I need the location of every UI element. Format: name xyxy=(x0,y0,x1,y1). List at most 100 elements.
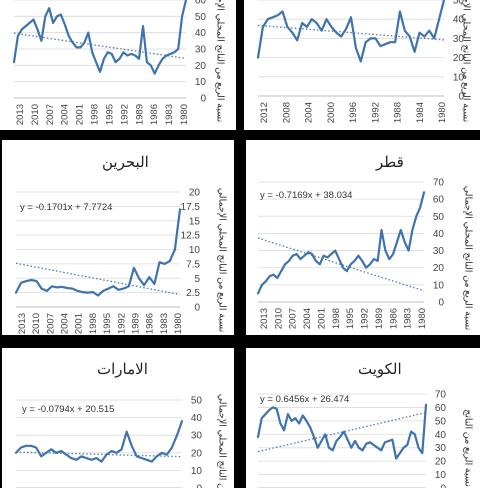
x-tick-label: 1989 xyxy=(374,308,385,329)
x-tick-label: 1995 xyxy=(104,104,115,125)
y-tick-label: 20 xyxy=(191,448,203,459)
y-tick-label: 10 xyxy=(189,245,201,256)
y-tick-label: 70 xyxy=(435,390,447,401)
y-tick-label: 10 xyxy=(191,466,203,477)
trendline xyxy=(258,413,426,452)
y-tick-label: 20 xyxy=(435,457,447,468)
trendline-equation: y = 0.6456x + 26.474 xyxy=(260,394,349,405)
x-tick-label: 1992 xyxy=(360,308,371,329)
x-tick-label: 1986 xyxy=(388,308,399,329)
x-tick-label: 1998 xyxy=(90,104,101,125)
x-tick-label: 1980 xyxy=(173,313,184,334)
x-tick-label: 1996 xyxy=(348,102,359,123)
x-tick-label: 1989 xyxy=(134,104,145,125)
y-tick-label: 70 xyxy=(433,178,445,189)
y-tick-label: 50 xyxy=(195,12,207,23)
y-tick-label: 30 xyxy=(433,246,445,257)
x-tick-label: 2001 xyxy=(74,313,85,334)
x-tick-label: 1986 xyxy=(149,104,160,125)
x-tick-label: 1986 xyxy=(145,313,156,334)
y-tick-label: 2.5 xyxy=(186,288,200,299)
x-tick-label: 1995 xyxy=(345,308,356,329)
y-axis-label: نسبة الريع من الناتج المحلي الإجمالي xyxy=(463,186,474,331)
y-axis-label: نسبة الريع من الناتج المحلي الإجمالي xyxy=(217,394,228,488)
x-tick-label: 2010 xyxy=(31,313,42,334)
y-tick-label: 40 xyxy=(435,430,447,441)
y-tick-label: 50 xyxy=(191,396,203,407)
y-tick-label: 30 xyxy=(195,45,207,56)
y-tick-label: 15 xyxy=(189,216,201,227)
y-tick-label: 40 xyxy=(433,229,445,240)
y-tick-label: 0 xyxy=(194,303,200,314)
trendline xyxy=(258,25,444,40)
x-tick-label: 2010 xyxy=(273,308,284,329)
x-tick-label: 1983 xyxy=(159,313,170,334)
y-axis-label: نسبة الريع من الناتج المحلي الإجمالي xyxy=(215,0,226,122)
trendline-equation: y = -0.0794x + 20.515 xyxy=(22,404,114,415)
x-tick-label: 2000 xyxy=(326,102,337,123)
x-tick-label: 1992 xyxy=(119,104,130,125)
x-tick-label: 1980 xyxy=(179,104,190,125)
y-tick-label: 12.5 xyxy=(181,231,201,242)
y-tick-label: 10 xyxy=(435,470,447,481)
x-tick-label: 1980 xyxy=(417,308,428,329)
trendline-equation: y = -0.1701x + 7.7724 xyxy=(20,202,112,213)
x-tick-label: 1992 xyxy=(370,102,381,123)
y-tick-label: 60 xyxy=(433,195,445,206)
y-tick-label: 0 xyxy=(196,484,202,488)
x-tick-label: 2001 xyxy=(316,308,327,329)
x-tick-label: 2012 xyxy=(259,102,270,123)
y-tick-label: 40 xyxy=(195,28,207,39)
y-tick-label: 30 xyxy=(435,443,447,454)
y-tick-label: 5 xyxy=(194,274,200,285)
x-tick-label: 1983 xyxy=(403,308,414,329)
x-tick-label: 1980 xyxy=(437,102,448,123)
x-tick-label: 1988 xyxy=(393,102,404,123)
x-tick-label: 2010 xyxy=(30,104,41,125)
y-tick-label: 20 xyxy=(195,61,207,72)
x-tick-label: 2004 xyxy=(60,104,71,125)
series-line xyxy=(16,421,182,462)
x-tick-label: 2007 xyxy=(288,308,299,329)
x-tick-label: 2007 xyxy=(45,313,56,334)
y-tick-label: 20 xyxy=(433,263,445,274)
series-line xyxy=(258,192,424,293)
y-tick-label: 50 xyxy=(433,212,445,223)
x-tick-label: 1983 xyxy=(164,104,175,125)
x-tick-label: 1989 xyxy=(130,313,141,334)
x-tick-label: 2013 xyxy=(15,104,26,125)
y-axis-label: نسبة الريع من الناتج المحلي الإجمالي xyxy=(217,188,228,333)
y-tick-label: 40 xyxy=(191,413,203,424)
y-axis-label: نسبة الريع من الناتج المحلي الإجمالي xyxy=(461,0,472,122)
x-tick-label: 2008 xyxy=(281,102,292,123)
chart-title: البحرين xyxy=(102,153,149,171)
x-tick-label: 2004 xyxy=(60,313,71,334)
x-tick-label: 2004 xyxy=(302,308,313,329)
y-tick-label: 60 xyxy=(435,403,447,414)
series-line xyxy=(16,209,180,295)
y-axis-label: نسبة الريع من الناتج xyxy=(463,409,474,487)
x-tick-label: 1984 xyxy=(415,102,426,123)
x-tick-label: 2007 xyxy=(45,104,56,125)
x-tick-label: 1998 xyxy=(331,308,342,329)
chart-title: قطر xyxy=(376,153,404,171)
series-line xyxy=(14,0,186,74)
x-tick-label: 2001 xyxy=(75,104,86,125)
y-tick-label: 50 xyxy=(435,416,447,427)
y-tick-label: 10 xyxy=(195,77,207,88)
y-tick-label: 0 xyxy=(438,298,444,309)
y-tick-label: 0 xyxy=(200,94,206,105)
y-tick-label: 20 xyxy=(189,188,201,199)
x-tick-label: 1995 xyxy=(102,313,113,334)
x-tick-label: 2004 xyxy=(304,102,315,123)
chart-title: الامارات xyxy=(97,360,148,378)
